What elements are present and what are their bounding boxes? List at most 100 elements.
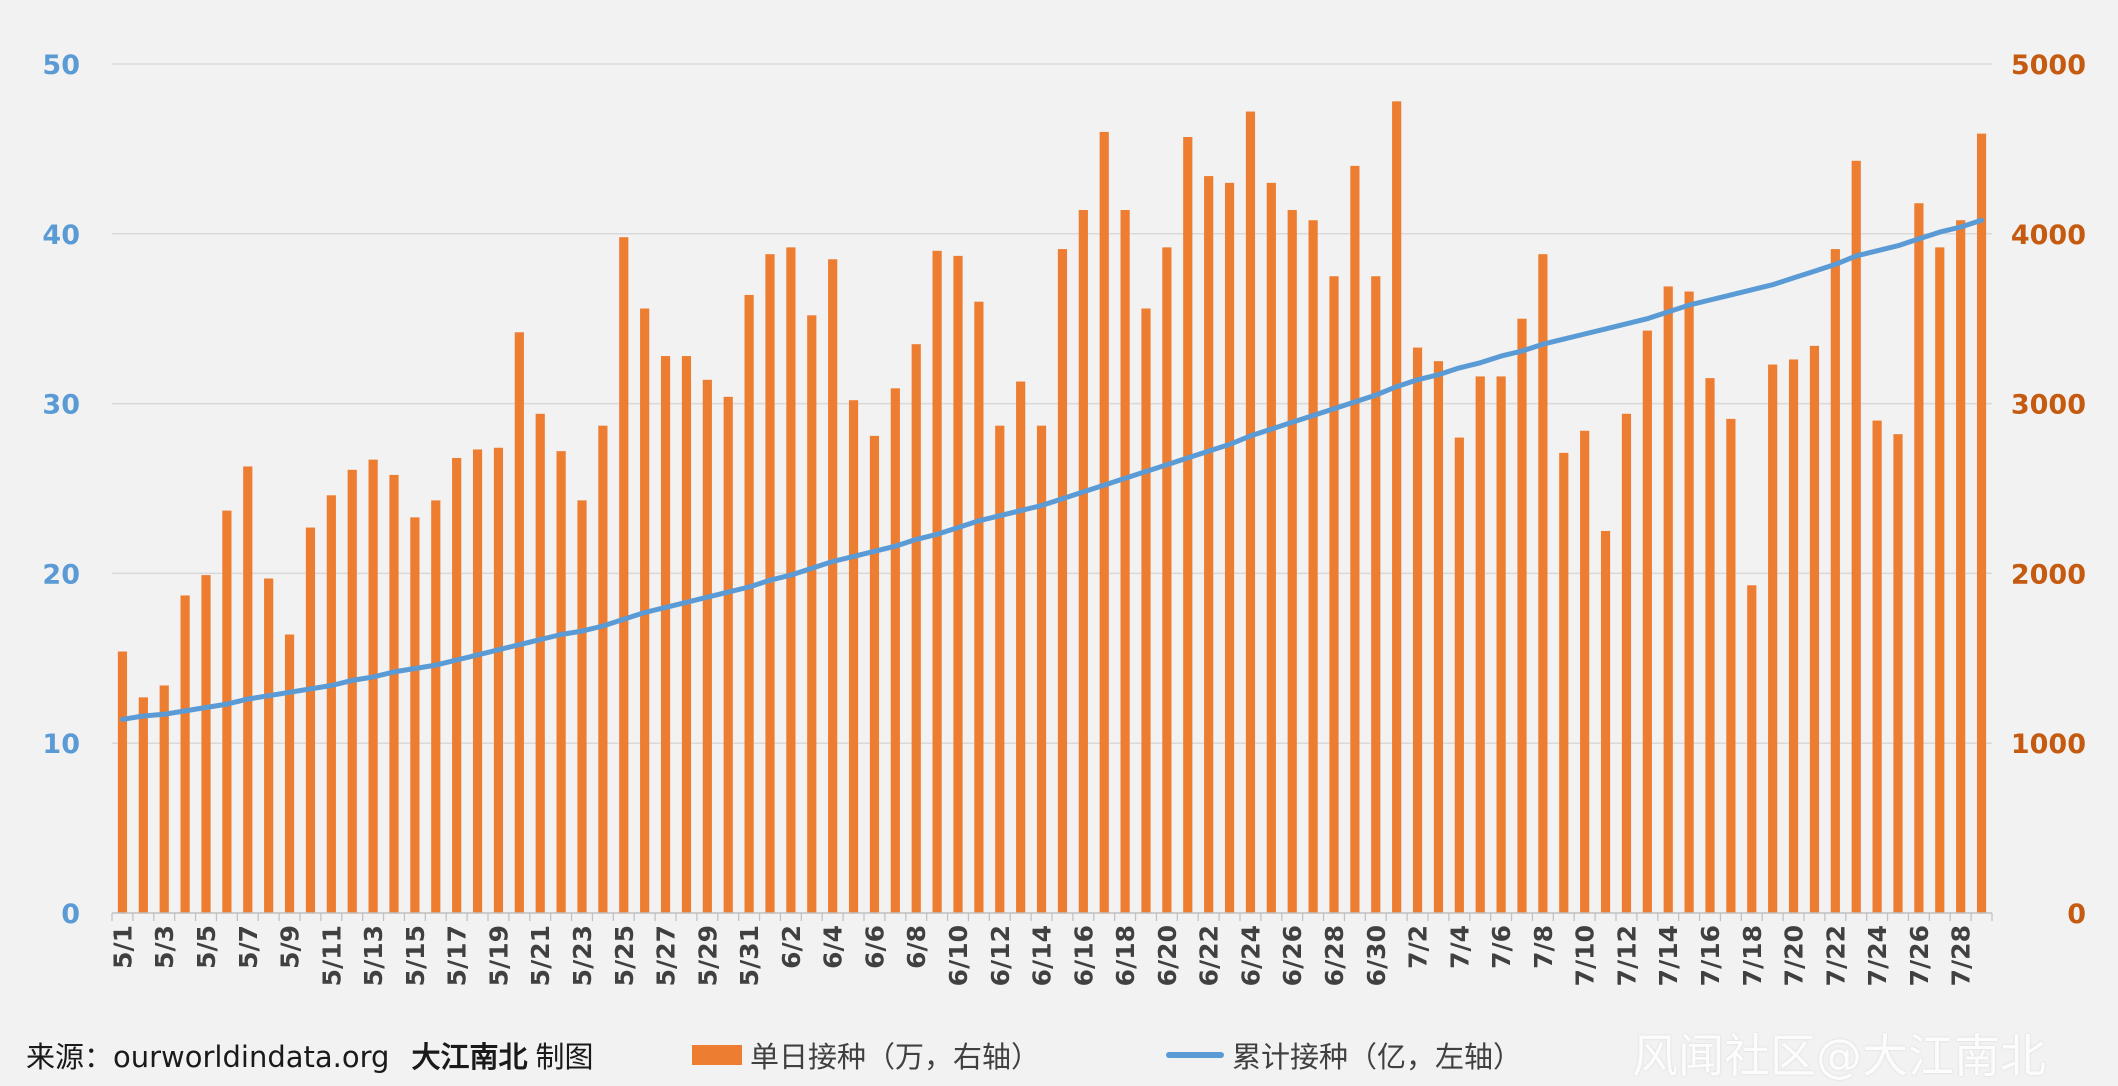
x-tick-label: 6/2	[777, 925, 806, 969]
bar	[1099, 131, 1109, 914]
bar	[1538, 254, 1548, 913]
x-tick-label: 5/25	[610, 925, 639, 986]
bar	[535, 413, 545, 913]
bar	[514, 332, 524, 913]
made-label: 制图	[535, 1040, 594, 1074]
y-right-tick-label: 5000	[2011, 50, 2086, 81]
bar	[1287, 210, 1297, 913]
bar	[472, 449, 483, 913]
line-series	[119, 217, 1985, 722]
bar	[1496, 376, 1506, 913]
x-axis: 5/1 5/3 5/5 5/7 5/9 5/11 5/13 5/15 5/17 5/19 5/21 5…	[108, 925, 1975, 986]
x-tick-label: 6/28	[1320, 925, 1349, 986]
x-tick-label: 7/10	[1571, 925, 1600, 986]
x-tick-label: 5/19	[484, 925, 513, 986]
x-tick-label: 7/24	[1863, 925, 1892, 986]
x-tick-label: 6/12	[986, 925, 1015, 986]
bar	[723, 396, 733, 914]
y-axis-right: 0 1000 2000 3000 4000 5000	[2011, 50, 2086, 930]
y-left-tick-label: 40	[42, 220, 80, 251]
bar	[786, 247, 796, 913]
bar	[1600, 530, 1611, 913]
bar	[368, 459, 378, 913]
x-tick-label: 7/14	[1654, 925, 1683, 986]
x-tick-label: 6/30	[1362, 925, 1391, 986]
bar	[828, 259, 838, 913]
bar	[1663, 286, 1673, 913]
bar	[1580, 430, 1590, 913]
x-tick-label: 7/4	[1445, 925, 1474, 969]
bar-series	[117, 101, 1987, 914]
bar	[347, 469, 357, 913]
x-tick-label: 6/16	[1069, 925, 1098, 986]
bar	[1412, 347, 1423, 913]
bar	[1684, 291, 1694, 914]
legend-swatch-bar	[692, 1045, 742, 1065]
bar	[1266, 182, 1276, 914]
bar	[619, 237, 629, 914]
y-left-tick-label: 50	[42, 50, 80, 81]
x-tick-label: 5/21	[526, 925, 555, 986]
bar	[744, 294, 754, 914]
bar	[452, 457, 462, 913]
bar	[681, 356, 692, 913]
x-tick-label: 7/12	[1612, 925, 1641, 986]
x-tick-label: 5/31	[735, 925, 764, 986]
x-tick-label: 6/20	[1153, 925, 1182, 986]
bar	[702, 379, 712, 913]
x-tick-label: 7/22	[1821, 925, 1850, 986]
y-right-tick-label: 1000	[2011, 729, 2086, 760]
source-label: 来源：ourworldindata.org	[26, 1040, 390, 1074]
bar	[848, 400, 859, 914]
bar	[243, 466, 253, 913]
bar	[1726, 418, 1736, 913]
bar	[577, 500, 587, 913]
x-tick-label: 5/29	[693, 925, 722, 986]
bar	[1788, 359, 1799, 913]
bar	[765, 254, 775, 913]
bar	[493, 447, 504, 913]
footer: 来源：ourworldindata.org 大江南北 制图 单日接种（万，右轴） 累…	[0, 1020, 2118, 1083]
y-right-tick-label: 0	[2067, 899, 2086, 930]
bar	[1642, 330, 1652, 913]
legend-label-bar: 单日接种（万，右轴）	[750, 1040, 1041, 1074]
bar	[1768, 364, 1778, 913]
bar	[1120, 210, 1130, 913]
bar	[1454, 437, 1464, 913]
x-tick-label: 7/26	[1905, 925, 1934, 986]
x-tick-label: 5/5	[192, 925, 221, 969]
x-tick-label: 6/24	[1236, 925, 1265, 986]
legend-item-bar: 单日接种（万，右轴）	[692, 1034, 1040, 1076]
axes	[111, 912, 1993, 921]
bar	[1057, 249, 1068, 913]
bar	[1141, 308, 1151, 914]
bar	[431, 500, 441, 913]
bar	[911, 344, 921, 913]
x-tick-label: 5/11	[317, 925, 346, 986]
x-tick-label: 6/14	[1028, 925, 1057, 986]
bar	[1078, 210, 1088, 913]
bar	[660, 356, 671, 913]
bar	[1204, 176, 1214, 913]
bar	[1747, 585, 1757, 913]
bar	[1162, 247, 1172, 913]
x-tick-label: 5/3	[150, 925, 179, 969]
x-tick-label: 7/8	[1529, 925, 1558, 969]
bar	[264, 578, 274, 913]
x-tick-label: 5/1	[108, 925, 137, 969]
bar	[995, 425, 1005, 913]
bar	[932, 250, 942, 913]
bar	[1851, 160, 1861, 913]
bar	[284, 634, 295, 913]
gridlines	[112, 63, 1992, 744]
bar	[1705, 378, 1715, 913]
bar	[1245, 111, 1256, 913]
x-tick-label: 6/18	[1111, 925, 1140, 986]
legend-label-line: 累计接种（亿，左轴）	[1232, 1040, 1523, 1074]
brand-name: 大江南北	[411, 1040, 528, 1074]
bar	[1893, 434, 1903, 913]
x-tick-label: 7/20	[1780, 925, 1809, 986]
bar	[556, 451, 566, 913]
bar	[222, 510, 232, 913]
x-tick-label: 6/22	[1195, 925, 1224, 986]
